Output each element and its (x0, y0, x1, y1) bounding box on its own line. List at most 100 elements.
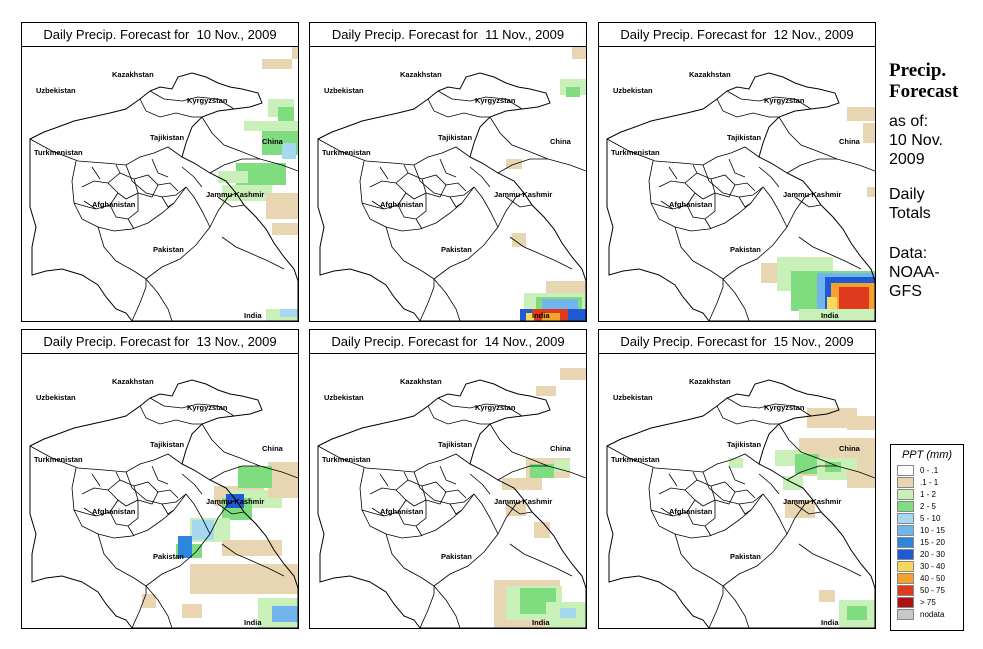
legend-swatch (897, 524, 914, 536)
legend-swatch (897, 596, 914, 608)
legend-swatch (897, 560, 914, 572)
precip-cell (819, 590, 835, 602)
admin-border (798, 543, 862, 577)
legend-swatch (897, 476, 914, 488)
legend-item: .1 - 1 (897, 476, 963, 488)
legend-swatch (897, 584, 914, 596)
admin-border (395, 479, 427, 507)
country-label-kazakhstan: Kazakhstan (112, 70, 154, 79)
admin-border (91, 158, 169, 180)
as-of-date: 10 Nov. (889, 132, 943, 149)
precip-cell (190, 564, 298, 594)
map-canvas: Kazakhstan Uzbekistan Kyrgyzstan Tajikistan… (22, 47, 298, 321)
admin-border (738, 503, 752, 515)
legend-swatch (897, 536, 914, 548)
admin-border (145, 499, 237, 587)
admin-border (131, 279, 147, 321)
admin-border (427, 405, 490, 425)
panel-title: Daily Precip. Forecast for 10 Nov., 2009 (22, 23, 298, 47)
admin-border (107, 172, 139, 200)
precip-cell (572, 47, 586, 59)
admin-border (145, 278, 173, 321)
admin-border (778, 423, 838, 467)
legend-swatch (897, 512, 914, 524)
as-of-year: 2009 (889, 151, 925, 168)
admin-border (702, 164, 764, 198)
country-label-tajikistan: Tajikistan (438, 133, 472, 142)
legend-swatch (897, 488, 914, 500)
country-label-turkmenistan: Turkmenistan (611, 148, 660, 157)
precip-cell (530, 464, 554, 478)
admin-border (433, 192, 525, 280)
map-panel-3: Daily Precip. Forecast for 12 Nov., 2009… (598, 22, 876, 322)
map-panel-4: Daily Precip. Forecast for 13 Nov., 2009… (21, 329, 299, 629)
precip-field (506, 47, 586, 321)
daily-label: Daily (889, 186, 925, 203)
admin-border (125, 164, 187, 198)
precip-cell (863, 123, 875, 143)
data-label: Data: (889, 245, 928, 262)
admin-border (684, 172, 716, 200)
admin-border (798, 236, 862, 270)
admin-border (149, 90, 235, 110)
precip-cell (729, 458, 743, 468)
country-label-china: China (262, 444, 284, 453)
legend-label: 5 - 10 (920, 513, 941, 523)
as-of-label: as of: (889, 113, 929, 130)
admin-border (161, 196, 175, 208)
country-label-tajikistan: Tajikistan (150, 440, 184, 449)
admin-border (726, 90, 812, 110)
precip-map: Kazakhstan Uzbekistan Kyrgyzstan Tajikistan… (599, 47, 875, 321)
country-label-pakistan: Pakistan (730, 552, 761, 561)
country-label-india: India (532, 618, 550, 627)
country-label-afghanistan: Afghanistan (92, 200, 136, 209)
admin-border (209, 465, 298, 481)
admin-border (413, 164, 475, 198)
precip-cell (182, 604, 202, 618)
legend-label: .1 - 1 (920, 477, 939, 487)
country-label-uzbekistan: Uzbekistan (36, 393, 76, 402)
legend-swatch (897, 608, 914, 620)
map-panel-5: Daily Precip. Forecast for 14 Nov., 2009… (309, 329, 587, 629)
panel-title: Daily Precip. Forecast for 13 Nov., 2009 (22, 330, 298, 354)
precip-cell (512, 233, 526, 247)
panel-title: Daily Precip. Forecast for 14 Nov., 2009 (310, 330, 586, 354)
country-label-pakistan: Pakistan (441, 245, 472, 254)
country-label-pakistan: Pakistan (153, 245, 184, 254)
country-label-afghanistan: Afghanistan (380, 507, 424, 516)
country-label-uzbekistan: Uzbekistan (324, 393, 364, 402)
admin-border (702, 471, 764, 505)
precip-cell (536, 386, 556, 396)
country-label-kyrgyzstan: Kyrgyzstan (187, 403, 228, 412)
admin-border (181, 473, 245, 515)
precip-cell (847, 470, 875, 488)
country-label-kyrgyzstan: Kyrgyzstan (187, 96, 228, 105)
map-canvas: Kazakhstan Uzbekistan Kyrgyzstan Tajikistan… (310, 354, 586, 628)
admin-border (650, 202, 712, 230)
as-of-block: as of: 10 Nov. 2009 (889, 112, 943, 169)
admin-border (722, 585, 750, 628)
map-canvas: Kazakhstan Uzbekistan Kyrgyzstan Tajikistan… (22, 354, 298, 628)
country-label-kyrgyzstan: Kyrgyzstan (475, 403, 516, 412)
country-label-turkmenistan: Turkmenistan (322, 455, 371, 464)
map-canvas: Kazakhstan Uzbekistan Kyrgyzstan Tajikistan… (599, 354, 875, 628)
precip-cell (534, 522, 550, 538)
admin-border (489, 423, 549, 467)
country-label-afghanistan: Afghanistan (669, 200, 713, 209)
admin-border (433, 499, 525, 587)
admin-border (107, 479, 139, 507)
precip-cell (272, 606, 298, 622)
country-label-turkmenistan: Turkmenistan (34, 148, 83, 157)
precip-field (761, 107, 875, 321)
data-source-block: Data: NOAA- GFS (889, 244, 940, 301)
legend-item: > 75 (897, 596, 963, 608)
country-label-jammu-kashmir: Jammu Kashmir (494, 190, 552, 199)
country-label-turkmenistan: Turkmenistan (34, 455, 83, 464)
precip-cell (795, 454, 819, 474)
country-label-kyrgyzstan: Kyrgyzstan (475, 96, 516, 105)
country-label-india: India (244, 618, 262, 627)
admin-border (437, 397, 523, 417)
country-label-india: India (821, 618, 839, 627)
legend-label: 20 - 30 (920, 549, 945, 559)
admin-border (427, 98, 490, 118)
